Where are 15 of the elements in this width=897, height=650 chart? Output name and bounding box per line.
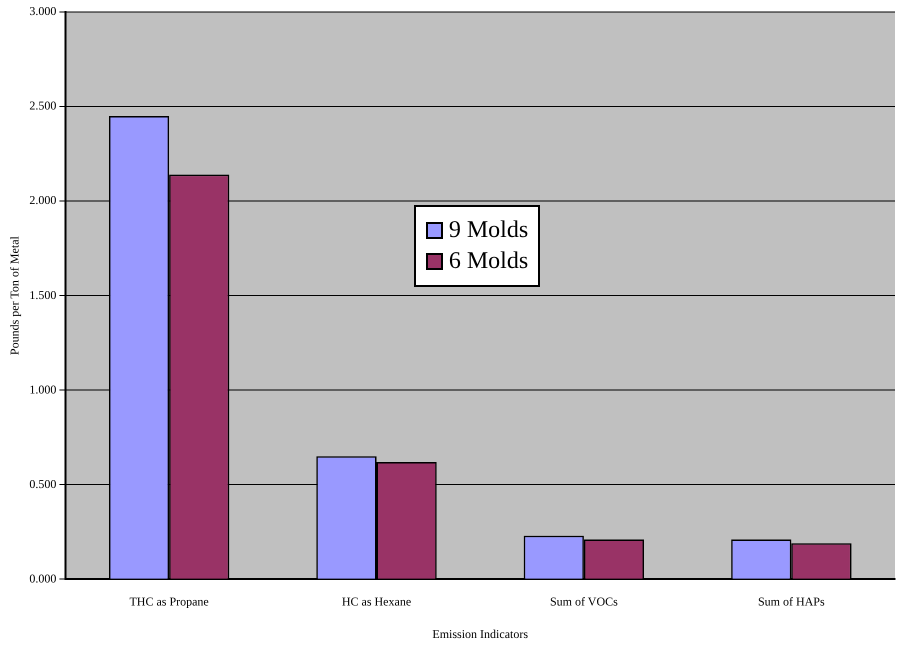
y-tick-label: 1.500 [29, 288, 56, 302]
y-tick-label: 2.500 [29, 98, 56, 113]
y-tick-label: 3.000 [29, 4, 56, 18]
y-tick-label: 0.500 [29, 476, 56, 491]
x-tick-label: Sum of VOCs [550, 594, 618, 609]
y-tick-label: 1.000 [29, 382, 56, 396]
y-axis-title: Pounds per Ton of Metal [7, 235, 22, 356]
x-axis-title: Emission Indicators [432, 626, 528, 641]
x-tick-label: HC as Hexane [342, 594, 412, 609]
legend-label: 6 Molds [448, 248, 528, 275]
y-tick-label: 0.000 [29, 571, 56, 586]
y-tick-label: 2.000 [29, 193, 56, 208]
x-tick-label: Sum of HAPs [758, 594, 825, 609]
x-tick-label: THC as Propane [129, 594, 209, 609]
legend-label: 9 Molds [448, 216, 528, 244]
